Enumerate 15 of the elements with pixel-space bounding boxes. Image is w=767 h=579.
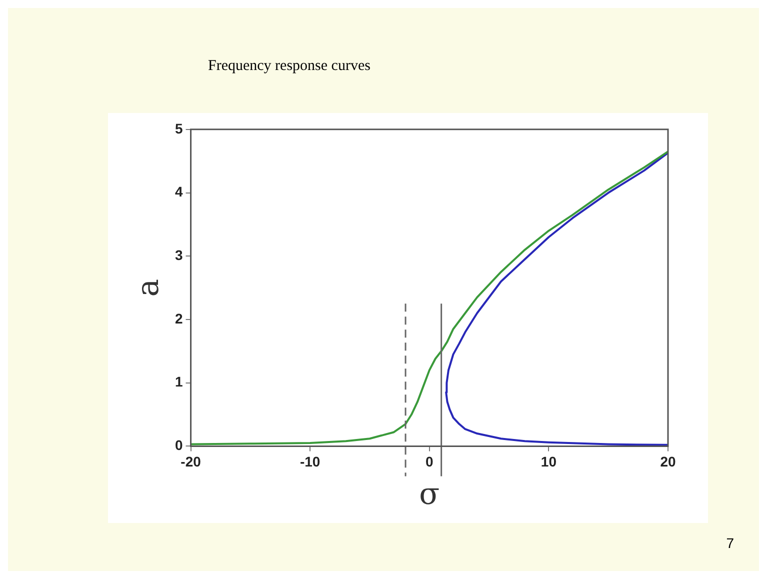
chart-title: Frequency response curves: [208, 58, 370, 75]
x-tick-label: -10: [300, 453, 320, 470]
x-tick-label: -20: [180, 453, 202, 470]
x-tick-label: 10: [540, 453, 557, 470]
y-tick-label: 3: [174, 246, 183, 263]
x-tick-label: 20: [660, 453, 676, 470]
y-axis-title: a: [130, 278, 166, 297]
y-tick-label: 0: [174, 437, 183, 454]
text: 7: [726, 535, 734, 551]
y-tick-label: 2: [174, 310, 183, 326]
y-tick-label: 5: [174, 120, 183, 136]
y-tick-label: 1: [174, 374, 183, 390]
x-tick-label: 0: [425, 453, 434, 470]
x-axis-title: σ: [419, 476, 440, 512]
y-tick-label: 4: [174, 184, 183, 200]
